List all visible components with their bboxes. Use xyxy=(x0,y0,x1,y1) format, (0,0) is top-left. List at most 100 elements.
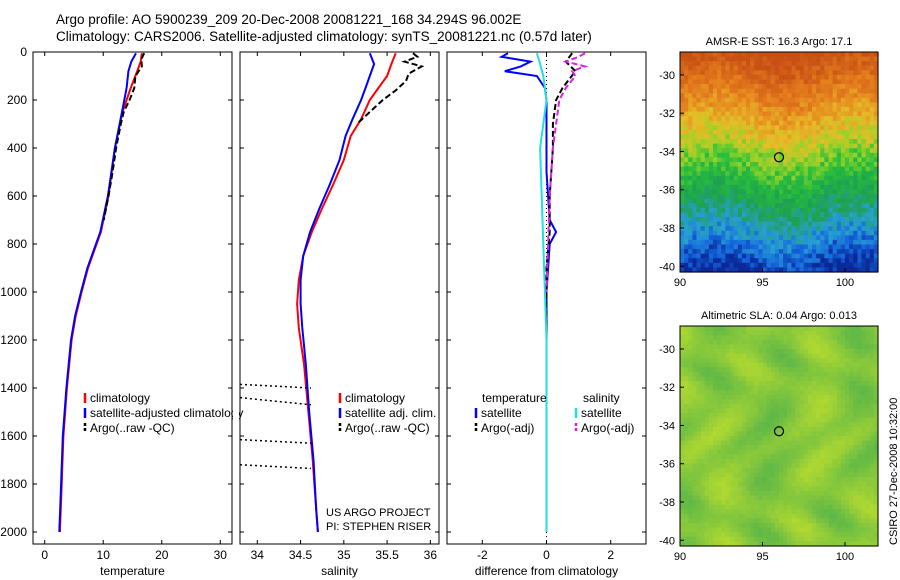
sla-map-pixel xyxy=(758,481,764,488)
sla-map-pixel xyxy=(696,436,702,442)
sst-map-pixel xyxy=(816,221,821,227)
sla-map-pixel xyxy=(680,532,685,538)
sst-map-pixel xyxy=(795,212,801,218)
sla-map-pixel xyxy=(746,413,751,419)
sla-map-pixel xyxy=(791,399,797,405)
sla-map-pixel xyxy=(708,330,714,336)
sst-map-pixel xyxy=(787,239,792,246)
sst-map-pixel xyxy=(725,230,731,236)
sst-map-pixel xyxy=(766,212,772,218)
sst-map-pixel xyxy=(684,203,689,209)
sst-map-pixel xyxy=(721,194,726,200)
sla-map-pixel xyxy=(832,344,838,350)
sst-map-pixel xyxy=(853,79,858,85)
sla-map-pixel xyxy=(873,491,879,497)
sst-map-pixel xyxy=(836,129,842,136)
sla-map-pixel xyxy=(684,413,689,419)
sla-map-pixel xyxy=(750,504,755,510)
sst-map-pixel xyxy=(774,111,780,117)
sla-map-pixel xyxy=(832,500,838,506)
sst-map-pixel xyxy=(849,184,854,191)
sst-map-pixel xyxy=(721,253,726,259)
sst-map-pixel xyxy=(816,194,821,200)
sla-map-pixel xyxy=(713,417,718,423)
sst-map-pixel xyxy=(741,157,747,163)
sst-map-pixel xyxy=(824,97,830,104)
sla-map-pixel xyxy=(733,523,739,529)
sst-map-pixel xyxy=(766,116,772,122)
sst-map-pixel xyxy=(762,139,768,145)
sla-map-pixel xyxy=(816,536,821,543)
sst-map-pixel xyxy=(762,253,768,259)
sla-map-pixel xyxy=(824,541,830,547)
sst-map-pixel xyxy=(787,88,792,94)
difference-legend-temp-satellite-label: satellite xyxy=(481,406,522,420)
sla-map-pixel xyxy=(754,422,759,428)
sst-map-pixel xyxy=(758,65,764,71)
sst-map-pixel xyxy=(733,79,739,85)
sla-map-pixel xyxy=(865,449,871,455)
sst-map-pixel xyxy=(861,152,867,159)
sst-map-pixel xyxy=(708,226,714,232)
sst-map-pixel xyxy=(733,180,739,186)
sla-map-pixel xyxy=(717,326,722,332)
sla-map-pixel xyxy=(845,413,850,419)
sst-map-pixel xyxy=(803,184,809,191)
sst-map-pixel xyxy=(845,102,850,108)
sla-map-pixel xyxy=(774,344,780,350)
sla-map-pixel xyxy=(779,541,784,547)
sla-map-pixel xyxy=(803,463,809,469)
sla-map-pixel xyxy=(708,403,714,410)
sla-map-pixel xyxy=(873,422,879,428)
sst-map-pixel xyxy=(820,56,825,62)
sst-map-pixel xyxy=(680,207,685,214)
sst-map-pixel xyxy=(704,239,710,246)
sla-map-pixel xyxy=(766,422,772,428)
sla-map-pixel xyxy=(733,339,739,345)
sla-map-pixel xyxy=(708,436,714,442)
sst-map-pixel xyxy=(820,207,825,214)
sla-map-pixel xyxy=(869,371,875,378)
sla-map-pixel xyxy=(692,518,698,524)
sla-map-pixel xyxy=(820,344,825,350)
sla-map-pixel xyxy=(845,445,850,451)
sst-map-pixel xyxy=(700,152,706,159)
sst-map-pixel xyxy=(820,97,825,104)
sla-map-pixel xyxy=(779,431,784,437)
sla-map-pixel xyxy=(737,390,743,396)
sla-map-pixel xyxy=(849,504,854,510)
sla-map-pixel xyxy=(750,527,755,533)
sla-map-pixel xyxy=(865,344,871,350)
difference-legend-temp-argo-label: Argo(-adj) xyxy=(481,421,534,435)
sla-map-pixel xyxy=(783,481,788,488)
sla-map-pixel xyxy=(861,458,867,465)
sla-map-pixel xyxy=(853,413,858,419)
sst-map-pixel xyxy=(729,52,735,58)
sst-map-pixel xyxy=(708,125,714,131)
sst-map-pixel xyxy=(803,249,809,255)
sst-map-pixel xyxy=(820,189,825,195)
sst-map-pixel xyxy=(832,139,838,145)
sst-map-pixel xyxy=(680,84,685,90)
sst-map-pixel xyxy=(754,116,759,122)
sla-map-pixel xyxy=(750,468,755,474)
sst-map-pixel xyxy=(680,194,685,200)
sla-map-pixel xyxy=(754,509,759,515)
sla-map-pixel xyxy=(812,358,817,364)
sst-map-pixel xyxy=(754,226,759,232)
sst-map-pixel xyxy=(770,171,776,177)
sla-map-pixel xyxy=(680,436,685,442)
sla-map-pixel xyxy=(812,426,817,433)
sla-map-pixel xyxy=(680,358,685,364)
sst-map-pixel xyxy=(725,139,731,145)
sst-map-pixel xyxy=(820,111,825,117)
sst-map-pixel xyxy=(696,235,702,241)
sst-map-pixel xyxy=(688,125,693,131)
sst-map-pixel xyxy=(807,249,813,255)
sst-map-pixel xyxy=(696,262,702,269)
sst-map-pixel xyxy=(783,180,788,186)
sst-map-pixel xyxy=(754,207,759,214)
sst-map-pixel xyxy=(770,61,776,67)
sst-map-pixel xyxy=(688,235,693,241)
sla-map-pixel xyxy=(791,472,797,478)
